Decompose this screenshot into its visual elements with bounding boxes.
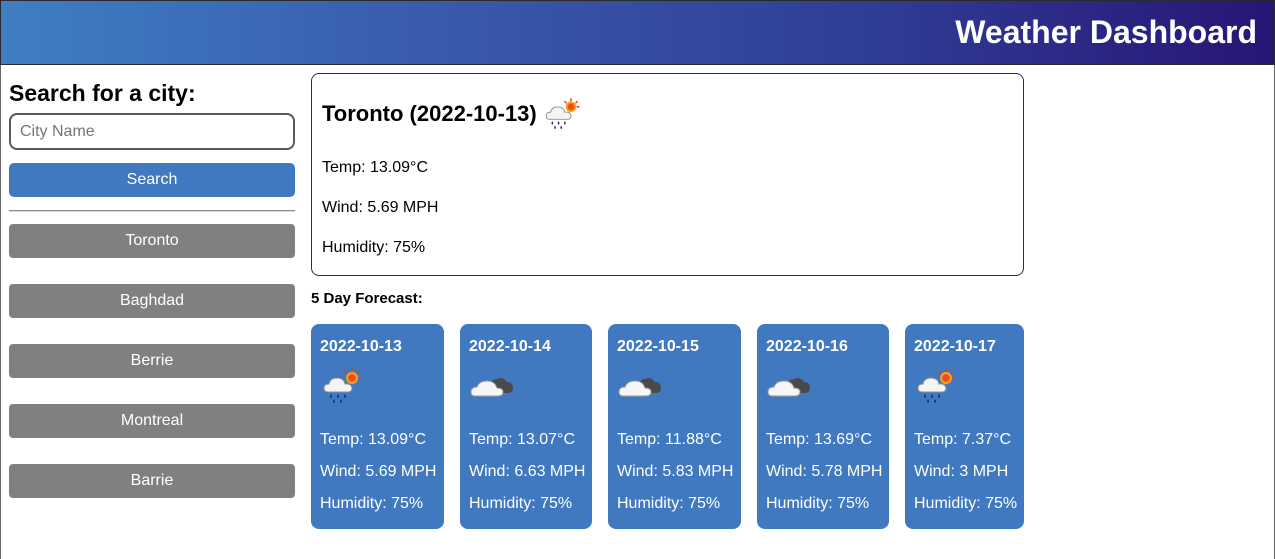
forecast-humidity: Humidity: 75% [766,495,870,512]
history-button-toronto[interactable]: Toronto [9,224,295,258]
forecast-date: 2022-10-16 [766,338,848,355]
rain-sun-icon [543,98,583,130]
forecast-temp: Temp: 13.07°C [469,431,576,448]
forecast-wind: Wind: 3 MPH [914,463,1009,480]
sidebar-divider [9,210,295,212]
forecast-card: 2022-10-16 Temp: 13.69°C Wind: 5.78 MPH … [757,324,889,529]
search-button[interactable]: Search [9,163,295,197]
search-history-list: Toronto Baghdad Berrie Montreal Barrie [9,224,295,498]
forecast-wind: Wind: 5.78 MPH [766,463,883,480]
forecast-date: 2022-10-14 [469,338,551,355]
current-city-date: Toronto (2022-10-13) [322,101,537,126]
history-button-montreal[interactable]: Montreal [9,404,295,438]
forecast-date: 2022-10-13 [320,338,402,355]
forecast-wind: Wind: 5.69 MPH [320,463,437,480]
forecast-temp: Temp: 13.09°C [320,431,427,448]
page-title: Weather Dashboard [955,14,1257,50]
forecast-humidity: Humidity: 75% [469,495,573,512]
forecast-temp: Temp: 11.88°C [617,431,722,448]
rain-sun-icon [915,368,959,404]
forecast-heading: 5 Day Forecast: [311,290,423,307]
history-button-berrie[interactable]: Berrie [9,344,295,378]
forecast-card: 2022-10-15 Temp: 11.88°C Wind: 5.83 MPH … [608,324,741,529]
search-heading: Search for a city: [9,80,196,106]
forecast-temp: Temp: 13.69°C [766,431,873,448]
history-button-baghdad[interactable]: Baghdad [9,284,295,318]
forecast-wind: Wind: 5.83 MPH [617,463,734,480]
city-search-input[interactable] [9,113,295,150]
forecast-humidity: Humidity: 75% [320,495,424,512]
current-temp: Temp: 13.09°C [322,159,429,176]
current-wind: Wind: 5.69 MPH [322,199,439,216]
forecast-card: 2022-10-13 Temp: 13.09°C Wind: 5.69 MPH … [311,324,444,529]
forecast-date: 2022-10-15 [617,338,699,355]
rain-sun-icon [321,368,365,404]
cloudy-icon [618,368,662,404]
header: Weather Dashboard [0,0,1275,65]
cloudy-icon [470,368,514,404]
current-weather-title: Toronto (2022-10-13) [322,98,583,130]
forecast-card: 2022-10-17 Temp: 7.37°C Wind: 3 MPH Humi… [905,324,1024,529]
current-humidity: Humidity: 75% [322,239,426,256]
forecast-temp: Temp: 7.37°C [914,431,1012,448]
forecast-humidity: Humidity: 75% [617,495,721,512]
forecast-wind: Wind: 6.63 MPH [469,463,586,480]
history-button-barrie[interactable]: Barrie [9,464,295,498]
forecast-date: 2022-10-17 [914,338,996,355]
sidebar: Search for a city: Search Toronto Baghda… [9,80,295,524]
cloudy-icon [767,368,811,404]
forecast-card: 2022-10-14 Temp: 13.07°C Wind: 6.63 MPH … [460,324,592,529]
current-weather-card: Toronto (2022-10-13) Temp: 13.09°C Wind:… [311,73,1024,276]
forecast-humidity: Humidity: 75% [914,495,1018,512]
